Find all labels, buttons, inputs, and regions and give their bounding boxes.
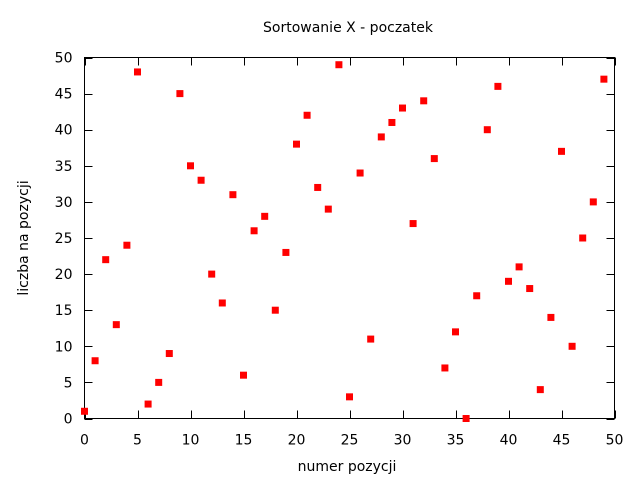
data-point xyxy=(293,140,300,148)
x-tick-label: 15 xyxy=(235,433,253,449)
data-point xyxy=(102,256,110,264)
data-point xyxy=(250,227,258,235)
data-point xyxy=(399,104,406,112)
data-point xyxy=(388,118,396,126)
y-tick-label: 5 xyxy=(64,375,73,391)
y-tick-label: 15 xyxy=(55,303,73,319)
y-tick-label: 35 xyxy=(55,159,73,175)
data-point xyxy=(240,371,247,379)
data-point xyxy=(282,248,290,256)
data-point xyxy=(112,321,120,329)
x-axis-label: numer pozycji xyxy=(298,459,397,475)
data-point xyxy=(473,292,481,300)
data-point xyxy=(134,68,141,76)
data-point xyxy=(367,335,375,343)
data-point xyxy=(324,205,332,213)
data-point xyxy=(165,350,173,358)
data-point xyxy=(420,97,428,105)
data-point xyxy=(187,162,194,170)
y-tick-label: 0 xyxy=(64,412,73,428)
data-point xyxy=(441,364,449,372)
data-point xyxy=(579,234,587,242)
y-tick-label: 10 xyxy=(55,339,73,355)
chart-title: Sortowanie X - poczatek xyxy=(263,20,434,36)
y-tick-label: 30 xyxy=(55,195,73,211)
data-point xyxy=(346,393,353,401)
data-point xyxy=(197,176,205,184)
x-tick-label: 40 xyxy=(500,433,518,449)
y-tick-label: 45 xyxy=(55,87,73,103)
data-point xyxy=(515,263,523,271)
data-point xyxy=(526,285,534,293)
x-tick-label: 20 xyxy=(288,433,306,449)
data-point xyxy=(218,299,226,307)
data-point xyxy=(547,313,555,321)
data-point xyxy=(536,386,544,394)
data-point xyxy=(589,198,597,206)
axis-ticks xyxy=(84,57,616,420)
data-point xyxy=(356,169,364,177)
data-point xyxy=(462,415,470,422)
data-point xyxy=(494,82,502,90)
data-point xyxy=(91,357,99,365)
data-point xyxy=(229,191,237,199)
x-tick-label: 10 xyxy=(182,433,200,449)
data-point xyxy=(144,400,152,408)
data-point xyxy=(600,75,608,83)
data-point xyxy=(176,90,184,98)
data-point xyxy=(208,270,216,278)
data-point xyxy=(505,277,512,285)
data-point xyxy=(558,147,565,155)
x-tick-label: 0 xyxy=(80,433,89,449)
y-tick-label: 50 xyxy=(55,51,73,67)
data-points xyxy=(81,61,608,422)
axis-tick-labels: 0 5 10 15 20 25 30 35 40 45 50 0 5 10 15 20 25 30 35 40 45 50 xyxy=(55,51,624,449)
y-tick-label: 20 xyxy=(55,267,73,283)
data-point xyxy=(377,133,385,141)
data-point xyxy=(123,241,131,249)
x-tick-label: 5 xyxy=(133,433,142,449)
data-point xyxy=(155,378,163,386)
x-tick-label: 35 xyxy=(447,433,465,449)
x-tick-label: 25 xyxy=(341,433,359,449)
data-point xyxy=(568,342,576,350)
data-point xyxy=(303,111,311,119)
data-point xyxy=(335,61,343,69)
data-point xyxy=(483,126,491,134)
y-axis-label: liczba na pozycji xyxy=(16,180,32,295)
data-point xyxy=(409,220,417,228)
y-tick-label: 25 xyxy=(55,231,73,247)
x-tick-label: 30 xyxy=(394,433,412,449)
data-point xyxy=(452,328,459,336)
data-point xyxy=(430,155,438,163)
x-tick-label: 50 xyxy=(606,433,624,449)
x-tick-label: 45 xyxy=(553,433,571,449)
data-point xyxy=(271,306,279,314)
data-point xyxy=(314,183,322,191)
y-tick-label: 40 xyxy=(55,123,73,139)
data-point xyxy=(81,407,88,415)
data-point xyxy=(261,212,269,220)
